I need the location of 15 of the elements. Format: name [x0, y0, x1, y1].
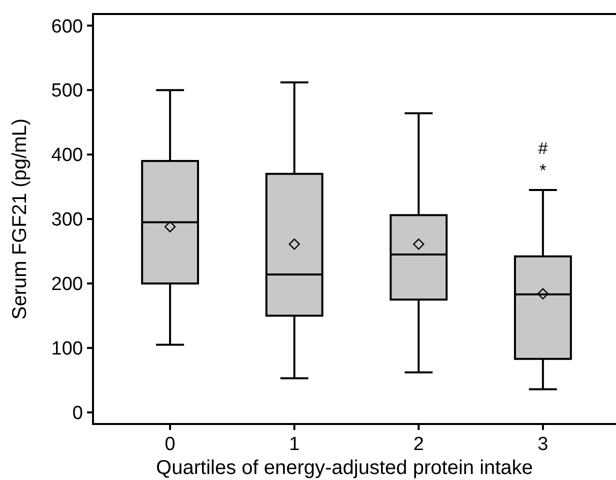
y-axis-title: Serum FGF21 (pg/mL)	[9, 118, 31, 320]
y-tick-label: 0	[72, 403, 83, 424]
x-tick-label: 3	[538, 434, 548, 455]
x-tick-label: 2	[413, 434, 424, 455]
x-axis-title: Quartiles of energy-adjusted protein intake	[156, 457, 533, 479]
x-tick-label: 0	[164, 434, 176, 455]
annotation: *	[540, 160, 547, 180]
x-tick-label: 1	[289, 434, 300, 455]
y-tick-label: 300	[51, 210, 83, 231]
y-tick-label: 500	[51, 80, 83, 102]
y-tick-label: 100	[51, 338, 83, 360]
annotation: #	[538, 138, 548, 158]
y-tick-label: 200	[51, 274, 83, 296]
y-tick-label: 600	[51, 16, 83, 38]
y-tick-label: 400	[51, 145, 83, 166]
